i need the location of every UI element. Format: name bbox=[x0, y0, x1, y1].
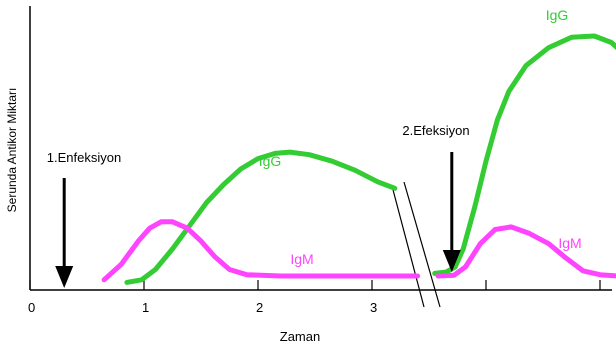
infection-label: 2.Efeksiyon bbox=[402, 123, 469, 138]
series-label-igg: IgG bbox=[259, 153, 282, 169]
series-line-igg-2 bbox=[432, 33, 616, 276]
infection-label: 1.Enfeksiyon bbox=[47, 150, 121, 165]
x-tick-label: 0 bbox=[28, 300, 35, 315]
infection-arrow-head bbox=[55, 266, 74, 288]
x-tick-label: 3 bbox=[370, 300, 377, 315]
axis-break-mark-right bbox=[403, 181, 441, 308]
series-line-igm-1 bbox=[101, 219, 421, 283]
x-axis-label: Zaman bbox=[280, 329, 320, 344]
series-label-igm: IgM bbox=[558, 235, 581, 251]
y-axis-label: Serunda Antikor Miktarı bbox=[5, 88, 19, 213]
series-line-igm-2 bbox=[435, 224, 616, 279]
series-label-igg: IgG bbox=[546, 7, 569, 23]
x-tick-label: 1 bbox=[142, 300, 149, 315]
axis-break-mark-left bbox=[391, 185, 425, 308]
x-tick-label: 2 bbox=[256, 300, 263, 315]
series-line-igg-1 bbox=[124, 149, 398, 285]
series-label-igm: IgM bbox=[290, 251, 313, 267]
infection-arrow-head bbox=[442, 250, 461, 272]
